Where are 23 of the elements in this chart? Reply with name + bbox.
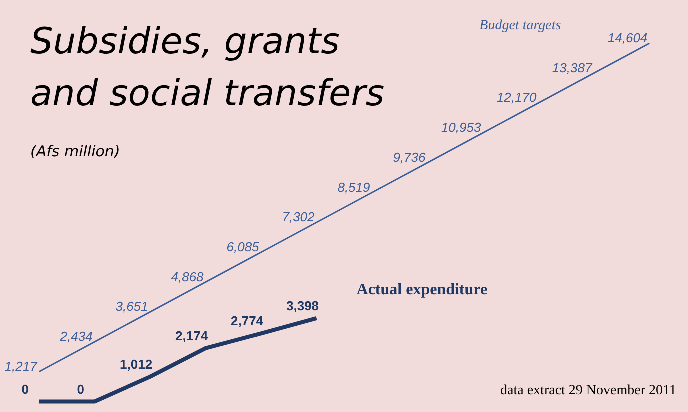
data-label: 13,387 <box>552 60 593 76</box>
data-label: 2,174 <box>176 328 209 344</box>
data-label: 14,604 <box>608 30 648 46</box>
data-label: 1,217 <box>4 358 38 374</box>
data-label: 0 <box>22 382 29 397</box>
chart-title: Subsidies, grants and social transfers <box>30 22 385 114</box>
text: (Afs million) <box>30 142 120 160</box>
data-label: 3,651 <box>116 299 148 314</box>
text: Actual expenditure <box>356 281 488 298</box>
data-label: 9,736 <box>393 150 426 165</box>
data-label: 10,953 <box>441 120 482 136</box>
data-label: 7,302 <box>282 210 316 225</box>
data-label: 2,434 <box>59 329 93 344</box>
data-label: 12,170 <box>496 90 538 106</box>
data-label: 3,398 <box>286 298 320 314</box>
data-label: 8,519 <box>338 180 370 195</box>
data-label: 1,012 <box>120 356 153 372</box>
data-label: 0 <box>77 382 84 397</box>
data-label: 4,868 <box>171 269 205 284</box>
text: Budget targets <box>480 18 562 34</box>
data-label: 2,774 <box>231 314 264 329</box>
annotation: data extract 29 November 2011 <box>500 384 677 398</box>
data-label: 6,085 <box>226 239 260 254</box>
